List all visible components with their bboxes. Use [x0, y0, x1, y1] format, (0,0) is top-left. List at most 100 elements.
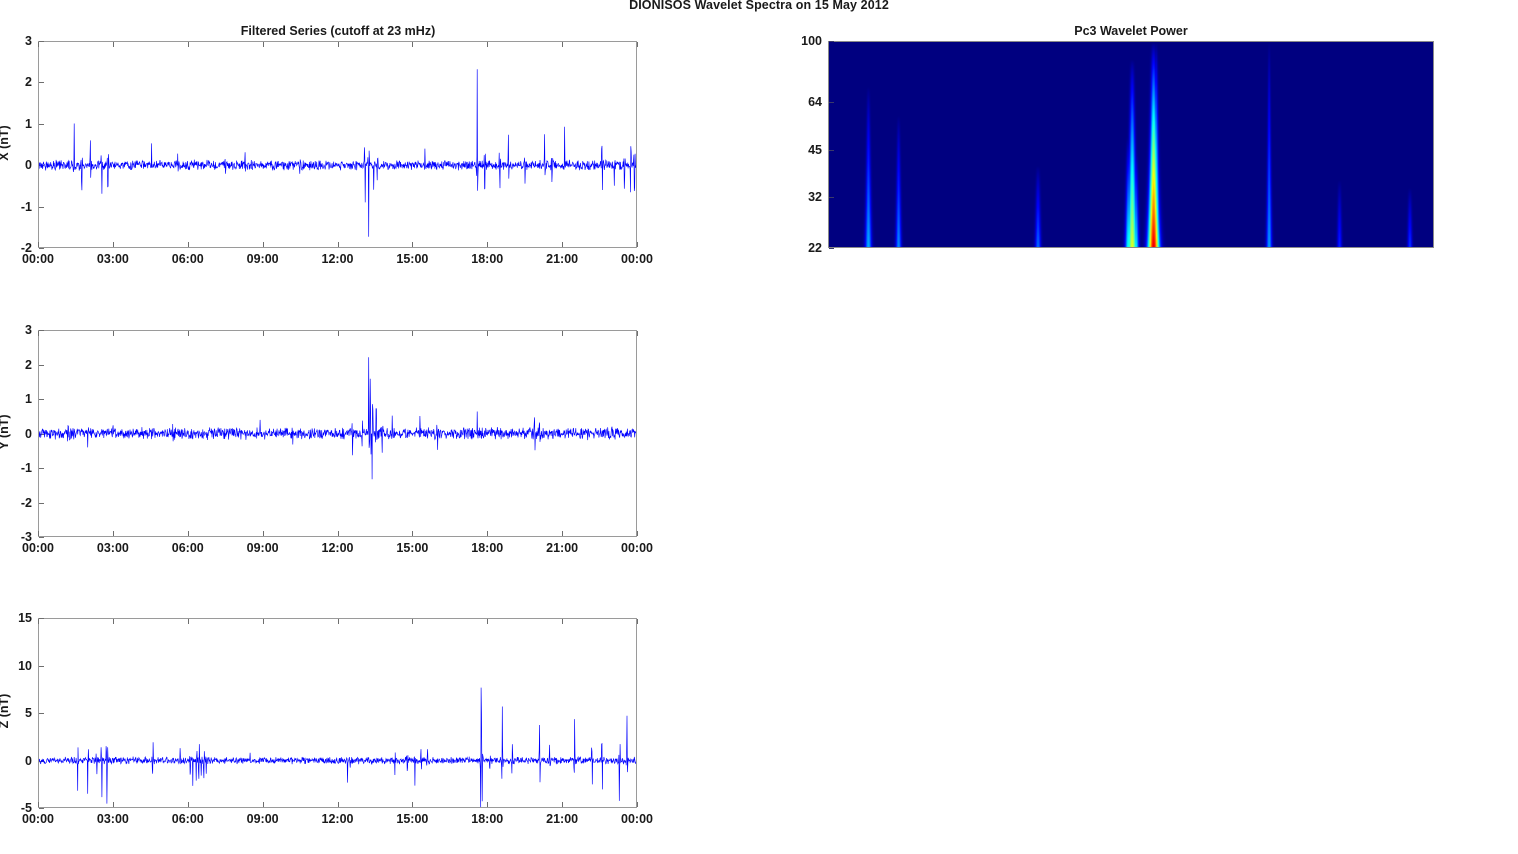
ytick-mark [39, 41, 44, 42]
ytick-label: 0 [25, 158, 32, 173]
ytick-mark [39, 82, 44, 83]
xtick-mark [562, 531, 563, 536]
xtick-mark [338, 531, 339, 536]
xtick-label: 09:00 [246, 541, 279, 555]
ytick-label: -2 [20, 495, 32, 510]
xtick-mark [412, 531, 413, 536]
figure-suptitle: DIONISOS Wavelet Spectra on 15 May 2012 [629, 0, 889, 12]
ytick-label: 15 [18, 611, 32, 625]
xtick-mark [113, 802, 114, 807]
xtick-label: 00:00 [22, 252, 54, 266]
ytick-mark [829, 248, 834, 249]
ytick-label: 45 [808, 143, 822, 158]
ytick-mark [39, 666, 44, 667]
xtick-label: 12:00 [321, 252, 354, 266]
xtick-mark [562, 802, 563, 807]
xtick-mark [412, 242, 413, 247]
timeseries-axes-Z [38, 618, 637, 808]
timeseries-ylabel-X: X (nT) [0, 124, 11, 160]
xtick-label: 09:00 [246, 252, 279, 266]
ytick-label: 0 [25, 426, 32, 441]
wavelet-heatmap-X [829, 42, 1433, 247]
xtick-mark [263, 242, 264, 247]
xtick-mark-top [487, 619, 488, 624]
xtick-label: 21:00 [546, 252, 579, 266]
xtick-label: 00:00 [22, 541, 54, 555]
ytick-mark [39, 503, 44, 504]
ytick-mark [39, 165, 44, 166]
xtick-label: 03:00 [96, 541, 129, 555]
ytick-mark [39, 808, 44, 809]
xtick-mark-top [412, 331, 413, 336]
xtick-label: 21:00 [546, 812, 579, 826]
xtick-mark-top [338, 619, 339, 624]
timeseries-ylabel-Y: Y (nT) [0, 413, 11, 449]
ytick-label: 22 [808, 241, 822, 255]
ytick-mark [39, 468, 44, 469]
ytick-label: -2 [20, 241, 32, 255]
xtick-label: 18:00 [471, 541, 504, 555]
xtick-label: 12:00 [321, 812, 354, 826]
xtick-label: 12:00 [321, 541, 354, 555]
xtick-mark-top [188, 619, 189, 624]
xtick-mark-top [487, 331, 488, 336]
xtick-mark-top [263, 331, 264, 336]
xtick-mark [38, 242, 39, 247]
xtick-label: 03:00 [96, 252, 129, 266]
ytick-mark [829, 102, 834, 103]
ytick-label: -1 [20, 461, 32, 475]
xtick-mark-top [637, 331, 638, 336]
ytick-mark [39, 537, 44, 538]
xtick-mark-top [338, 42, 339, 47]
ytick-mark [829, 41, 834, 42]
timeseries-ylabel-Z: Z (nT) [0, 693, 11, 729]
xtick-mark [637, 531, 638, 536]
xtick-mark [113, 242, 114, 247]
ytick-mark [39, 248, 44, 249]
xtick-mark [562, 242, 563, 247]
xtick-mark-top [38, 331, 39, 336]
xtick-mark-top [188, 42, 189, 47]
ytick-mark [39, 618, 44, 619]
xtick-mark-top [113, 619, 114, 624]
xtick-label: 06:00 [171, 541, 204, 555]
xtick-mark-top [637, 619, 638, 624]
ytick-label: 1 [25, 392, 32, 406]
xtick-mark [263, 802, 264, 807]
ytick-label: 1 [25, 116, 32, 131]
xtick-mark [412, 802, 413, 807]
xtick-mark [487, 531, 488, 536]
xtick-mark [637, 242, 638, 247]
xtick-mark-top [38, 619, 39, 624]
right-column-title: Pc3 Wavelet Power [1074, 24, 1188, 38]
ytick-mark [829, 150, 834, 151]
ytick-mark [39, 207, 44, 208]
ytick-mark [39, 761, 44, 762]
xtick-label: 21:00 [546, 541, 579, 555]
ytick-label: 100 [801, 34, 822, 48]
left-column-title: Filtered Series (cutoff at 23 mHz) [240, 24, 436, 38]
xtick-label: 18:00 [471, 812, 504, 826]
xtick-mark [188, 531, 189, 536]
xtick-mark [487, 242, 488, 247]
xtick-mark [637, 802, 638, 807]
xtick-label: 18:00 [471, 252, 504, 266]
xtick-label: 00:00 [621, 541, 653, 555]
xtick-mark-top [487, 42, 488, 47]
xtick-mark-top [562, 619, 563, 624]
xtick-label: 15:00 [396, 252, 429, 266]
xtick-mark-top [412, 619, 413, 624]
ytick-label: 2 [25, 357, 32, 372]
xtick-label: 15:00 [396, 541, 429, 555]
ytick-label: 10 [18, 658, 32, 673]
ytick-label: 3 [25, 34, 32, 48]
xtick-label: 00:00 [621, 252, 653, 266]
xtick-mark [188, 242, 189, 247]
xtick-label: 15:00 [396, 812, 429, 826]
xtick-label: 06:00 [171, 252, 204, 266]
ytick-label: 2 [25, 75, 32, 90]
ytick-mark [39, 124, 44, 125]
ytick-label: -5 [20, 801, 32, 815]
xtick-mark-top [338, 331, 339, 336]
xtick-label: 03:00 [96, 812, 129, 826]
